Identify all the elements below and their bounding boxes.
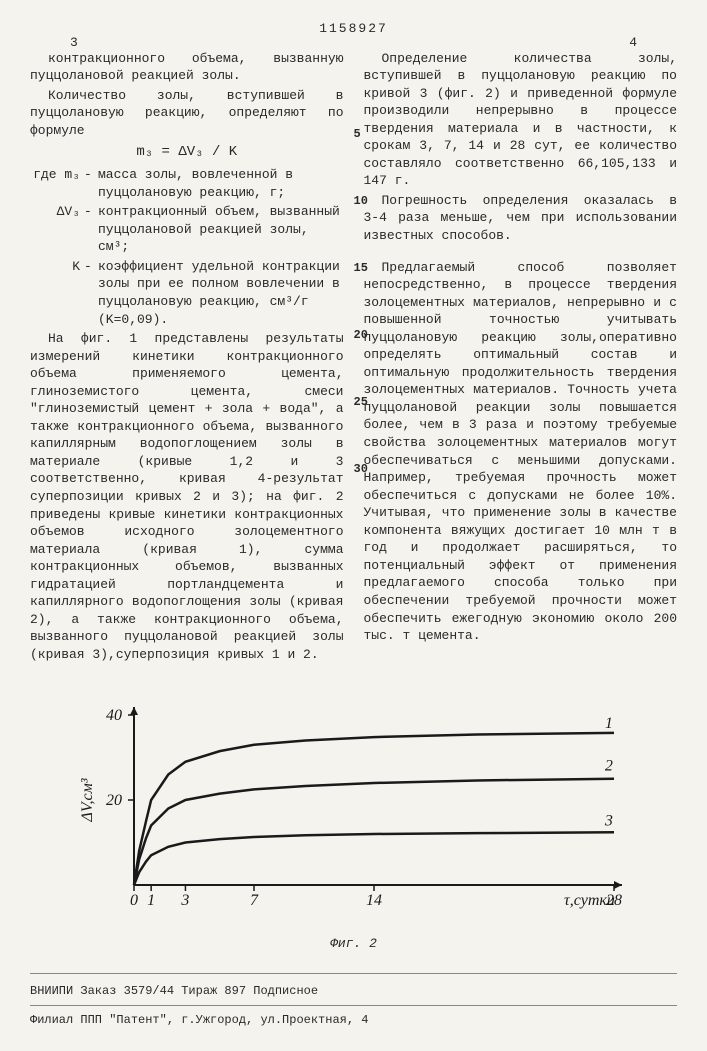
formula: m₃ = ΔV₃ / K (30, 143, 344, 162)
def-text: контракционный объем, вызванный пуццолан… (98, 203, 344, 256)
definition-row: ΔV₃-контракционный объем, вызванный пуцц… (30, 203, 344, 256)
doc-id: 1158927 (30, 20, 677, 38)
chart-svg: 01371428τ,сутки2040ΔV,см³123 (74, 695, 634, 925)
footer-line: Филиал ППП "Патент", г.Ужгород, ул.Проек… (30, 1012, 677, 1028)
paragraph: Погрешность определения оказалась в 3-4 … (364, 192, 678, 245)
footer: ВНИИПИ Заказ 3579/44 Тираж 897 Подписное… (30, 973, 677, 1028)
svg-text:40: 40 (106, 707, 122, 724)
def-text: коэффициент удельной контракции золы при… (98, 258, 344, 328)
line-marker: 20 (354, 327, 368, 343)
definitions: где m₃-масса золы, вовлеченной в пуццола… (30, 166, 344, 328)
svg-text:1: 1 (147, 892, 155, 909)
svg-text:14: 14 (366, 892, 382, 909)
def-symbol: K (30, 258, 84, 328)
def-symbol: ΔV₃ (30, 203, 84, 256)
figure-2-chart: 01371428τ,сутки2040ΔV,см³123 Фиг. 2 (74, 695, 634, 952)
svg-text:20: 20 (106, 792, 122, 809)
page-number-right: 4 (629, 34, 637, 52)
svg-text:τ,сутки: τ,сутки (564, 892, 615, 909)
def-text: масса золы, вовлеченной в пуццолановую р… (98, 166, 344, 201)
figure-caption: Фиг. 2 (74, 935, 634, 953)
paragraph: На фиг. 1 представлены результаты измере… (30, 330, 344, 663)
paragraph: Определение количества золы, вступившей … (364, 50, 678, 190)
line-marker: 15 (354, 260, 368, 276)
left-column: контракционного объема, вызванную пуццол… (30, 48, 344, 666)
right-column: Определение количества золы, вступившей … (364, 48, 678, 666)
svg-text:3: 3 (603, 813, 612, 830)
paragraph: контракционного объема, вызванную пуццол… (30, 50, 344, 85)
paragraph: Количество золы, вступившей в пуццоланов… (30, 87, 344, 140)
page-number-left: 3 (70, 34, 78, 52)
line-marker: 30 (354, 461, 368, 477)
svg-text:0: 0 (130, 892, 138, 909)
definition-row: K-коэффициент удельной контракции золы п… (30, 258, 344, 328)
line-marker: 5 (354, 126, 361, 142)
definition-row: где m₃-масса золы, вовлеченной в пуццола… (30, 166, 344, 201)
svg-text:1: 1 (604, 715, 612, 732)
def-symbol: где m₃ (30, 166, 84, 201)
line-marker: 25 (354, 394, 368, 410)
svg-text:3: 3 (180, 892, 189, 909)
svg-text:ΔV,см³: ΔV,см³ (79, 779, 96, 823)
svg-text:2: 2 (604, 758, 612, 775)
footer-line: ВНИИПИ Заказ 3579/44 Тираж 897 Подписное (30, 983, 677, 999)
svg-text:7: 7 (250, 892, 259, 909)
two-column-text: 3 4 51015202530 контракционного объема, … (30, 48, 677, 666)
paragraph: Предлагаемый способ позволяет непосредст… (364, 259, 678, 645)
line-marker: 10 (354, 193, 368, 209)
